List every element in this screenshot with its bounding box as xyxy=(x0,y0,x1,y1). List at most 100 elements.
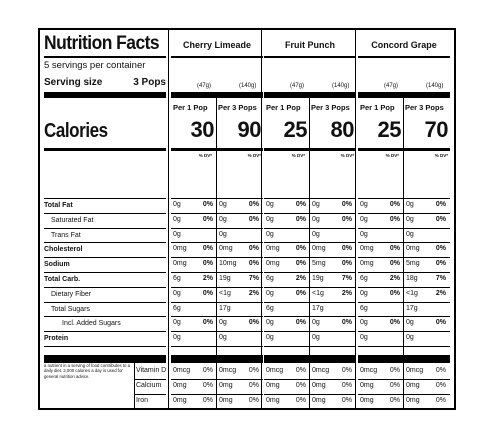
vitamin-row-rule xyxy=(171,409,263,410)
nutrient-row-rule xyxy=(171,272,263,273)
nutrient-amount: 0mg xyxy=(173,245,187,253)
nutrient-row-rule xyxy=(358,286,450,288)
nutrient-amount: 0g xyxy=(360,334,368,342)
nutrient-amount: <1g xyxy=(312,289,324,297)
dv-header: % DV* xyxy=(198,153,212,158)
nutrient-daily-value: 0% xyxy=(202,260,213,268)
nutrient-amount: 0g xyxy=(312,319,320,327)
nutrient-daily-value: 2% xyxy=(202,275,213,282)
vitamin-daily-value: 0% xyxy=(295,367,306,374)
nutrient-row: Total Sugars xyxy=(44,301,166,317)
nutrient-amount: 0g xyxy=(219,201,227,208)
nutrient-daily-value: 0% xyxy=(435,260,446,268)
nutrient-amount: 0g xyxy=(406,230,414,238)
vitamin-row-rule xyxy=(358,394,450,395)
flavor-separator xyxy=(261,30,262,408)
vitamin-label: Iron xyxy=(136,397,149,404)
nutrient-daily-value: 0% xyxy=(389,201,400,208)
vitamin-top-rule xyxy=(44,355,166,363)
nutrient-amount: 0g xyxy=(266,289,274,297)
nutrient-amount: 17g xyxy=(406,304,418,312)
nutrient-row-rule xyxy=(358,316,450,318)
nutrient-amount: 0mg xyxy=(406,245,420,253)
vitamin-amount: 0mg xyxy=(406,382,420,389)
nutrient-amount: 17g xyxy=(312,304,324,312)
vitamin-row-rule xyxy=(134,379,166,380)
flavor-name: Concord Grape xyxy=(371,40,437,50)
nutrient-daily-value: 0% xyxy=(389,245,400,253)
nutrient-row-rule xyxy=(358,212,450,214)
vitamin-amount: 0mcg xyxy=(219,367,237,374)
nutrient-row-rule xyxy=(264,257,356,259)
flavor-column-cherry-limeade: Cherry Limeade (47g) (140g) Per 1 Pop Per 3 … xyxy=(171,30,263,408)
nutrient-amount: <1g xyxy=(219,289,231,297)
vitamin-daily-value: 0% xyxy=(341,382,352,389)
nutrient-row-rule xyxy=(171,198,263,199)
nutrient-amount: 0g xyxy=(173,319,181,327)
nutrient-row: Protein xyxy=(44,331,166,346)
serving-rule xyxy=(171,92,263,98)
per-3-pops-header: Per 3 Pops xyxy=(311,103,350,112)
nutrient-daily-value: 0% xyxy=(435,215,446,223)
serving-weight-3: (140g) xyxy=(332,83,350,89)
nutrient-daily-value: 0% xyxy=(389,289,400,297)
per-1-pop-header: Per 1 Pop xyxy=(173,103,208,112)
nutrient-amount: 19g xyxy=(312,275,324,282)
nutrient-row: Saturated Fat xyxy=(44,212,166,228)
nutrient-daily-value: 0% xyxy=(202,201,213,208)
nutrient-daily-value: 0% xyxy=(435,201,446,208)
vitamin-daily-value: 0% xyxy=(248,397,259,404)
nutrient-daily-value: 0% xyxy=(295,245,306,253)
nutrient-amount: 6g xyxy=(360,275,368,282)
nutrient-amount: 19g xyxy=(219,275,231,282)
nutrient-amount: 5mg xyxy=(312,260,326,268)
nutrient-amount: 0g xyxy=(406,319,414,327)
nutrient-daily-value: 0% xyxy=(389,215,400,223)
per-3-pops-header: Per 3 Pops xyxy=(218,103,257,112)
calories-value-1: 25 xyxy=(377,117,402,142)
nutrient-row-rule xyxy=(171,242,263,244)
title-rule xyxy=(44,56,166,58)
protein-bottom-rule xyxy=(171,346,263,347)
vitamin-daily-value: 0% xyxy=(202,397,213,404)
vitamin-row-rule xyxy=(171,379,263,380)
vitamin-amount: 0mg xyxy=(219,382,233,389)
vitamin-amount: 0mg xyxy=(266,382,280,389)
vitamin-row-rule xyxy=(358,409,450,410)
dv-header: % DV* xyxy=(291,153,305,158)
vitamin-amount: 0mg xyxy=(266,397,280,404)
vitamin-row-rule xyxy=(134,394,166,395)
nutrient-daily-value: 2% xyxy=(341,289,352,297)
nutrient-daily-value: 2% xyxy=(435,289,446,297)
nutrient-amount: 6g xyxy=(173,304,181,312)
nutrient-amount: 0g xyxy=(173,201,181,208)
nutrition-label: Nutrition Facts 5 servings per container… xyxy=(38,28,456,410)
nutrient-row-rule xyxy=(171,257,263,259)
vitamin-row-rule xyxy=(264,409,356,410)
vitamin-daily-value: 0% xyxy=(341,397,352,404)
vitamin-divider xyxy=(134,363,135,408)
nutrient-daily-value: 0% xyxy=(389,260,400,268)
serving-rule xyxy=(358,92,450,98)
vitamin-amount: 0mcg xyxy=(406,367,424,374)
vitamin-amount: 0mg xyxy=(360,382,374,389)
nutrient-amount: 0g xyxy=(266,334,274,342)
per-1-pop-header: Per 1 Pop xyxy=(360,103,395,112)
nutrient-daily-value: 0% xyxy=(341,201,352,208)
protein-bottom-rule xyxy=(358,346,450,347)
nutrient-daily-value: 0% xyxy=(202,319,213,327)
nutrient-amount: 0mg xyxy=(360,245,374,253)
nutrient-amount: 0g xyxy=(360,215,368,223)
nutrient-daily-value: 0% xyxy=(435,245,446,253)
nutrient-daily-value: 0% xyxy=(248,319,259,327)
nutrient-row: Sodium xyxy=(44,257,166,272)
vitamin-amount: 0mcg xyxy=(266,367,284,374)
vitamin-amount: 0mg xyxy=(312,382,326,389)
per-1-pop-header: Per 1 Pop xyxy=(266,103,301,112)
nutrient-row: Dietary Fiber xyxy=(44,286,166,302)
calories-value-1: 25 xyxy=(283,117,308,142)
flavor-name: Cherry Limeade xyxy=(182,40,252,50)
serving-divider xyxy=(403,98,404,408)
nutrient-amount: 10mg xyxy=(219,260,237,268)
serving-weight-1: (47g) xyxy=(290,83,305,89)
